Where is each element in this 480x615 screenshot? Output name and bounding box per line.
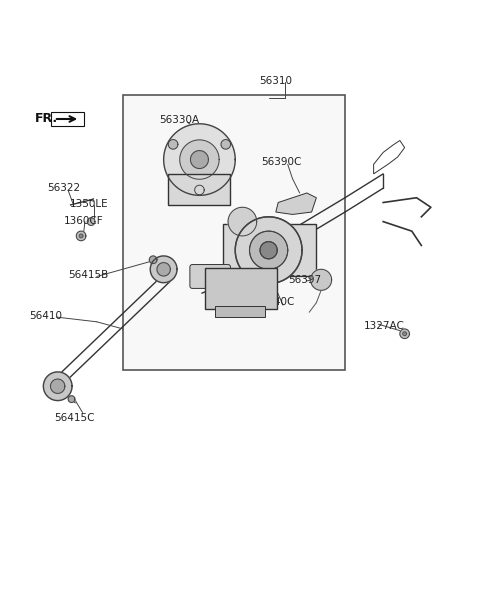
Polygon shape	[250, 231, 288, 269]
Text: 56310: 56310	[259, 76, 292, 86]
FancyBboxPatch shape	[190, 264, 230, 288]
FancyBboxPatch shape	[223, 224, 316, 277]
Polygon shape	[221, 140, 230, 149]
Polygon shape	[191, 151, 208, 169]
Text: 1360CF: 1360CF	[63, 216, 103, 226]
Text: 56390C: 56390C	[262, 157, 302, 167]
Polygon shape	[250, 231, 288, 269]
Polygon shape	[311, 269, 332, 290]
Polygon shape	[400, 329, 409, 338]
Polygon shape	[150, 256, 177, 283]
Polygon shape	[43, 372, 72, 400]
Polygon shape	[76, 231, 86, 240]
Polygon shape	[260, 242, 277, 259]
Text: 56397: 56397	[288, 275, 321, 285]
Polygon shape	[276, 193, 316, 215]
Polygon shape	[157, 263, 170, 276]
Polygon shape	[50, 379, 65, 394]
Text: FR.: FR.	[35, 113, 58, 125]
Polygon shape	[68, 396, 75, 402]
FancyBboxPatch shape	[215, 306, 265, 317]
Polygon shape	[87, 218, 95, 226]
Text: 56415B: 56415B	[68, 270, 108, 280]
Polygon shape	[79, 234, 83, 238]
Polygon shape	[403, 332, 407, 336]
Text: 56330A: 56330A	[159, 116, 199, 125]
Text: 56415C: 56415C	[54, 413, 95, 423]
Polygon shape	[168, 140, 178, 149]
Text: 56322: 56322	[47, 183, 80, 193]
FancyBboxPatch shape	[205, 268, 277, 309]
Text: 56410: 56410	[29, 311, 62, 321]
Polygon shape	[149, 256, 157, 264]
Text: 56340C: 56340C	[254, 297, 295, 307]
FancyBboxPatch shape	[168, 174, 230, 205]
Polygon shape	[260, 242, 277, 259]
Polygon shape	[235, 217, 302, 284]
Polygon shape	[164, 124, 235, 196]
Text: 1327AC: 1327AC	[364, 320, 405, 331]
Polygon shape	[228, 207, 257, 236]
Polygon shape	[195, 185, 204, 195]
Text: 1350LE: 1350LE	[70, 199, 108, 209]
Polygon shape	[180, 140, 219, 179]
FancyBboxPatch shape	[123, 95, 345, 370]
